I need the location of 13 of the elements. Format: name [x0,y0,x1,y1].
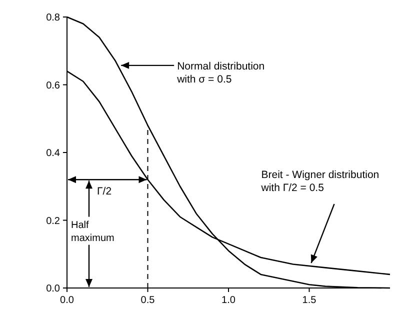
x-tick-label: 0.0 [60,295,74,306]
y-tick-label: 0.8 [46,12,60,24]
y-tick-label: 0.4 [46,148,60,159]
annotation: Γ/2 [97,186,112,198]
x-tick-label: 1.5 [302,295,317,306]
annotation: Breit - Wigner distribution with Γ/2 = 0.5 [260,168,380,194]
annotation: Normal distribution with σ = 0.5 [176,60,265,86]
y-tick-label: 0.6 [46,80,60,92]
annotation: Half maximum [71,220,114,244]
y-tick-label: 0.0 [46,284,60,294]
x-tick-label: 0.5 [140,295,156,306]
x-tick-label: 1.0 [222,295,236,306]
y-tick-label: 0.2 [46,216,60,227]
